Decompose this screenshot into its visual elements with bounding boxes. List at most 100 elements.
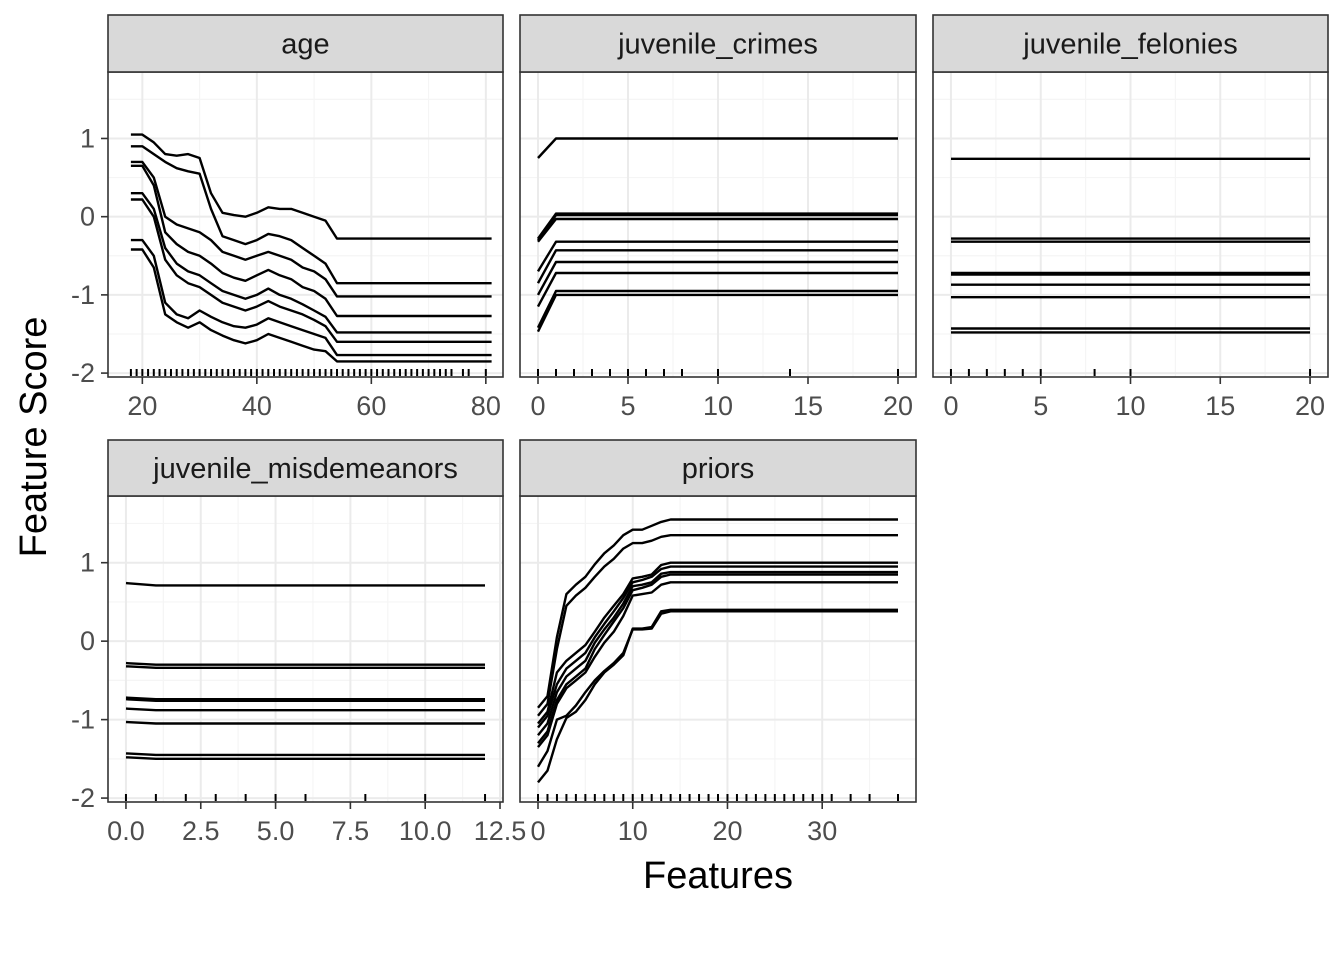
x-tick-label: 12.5 (474, 816, 527, 846)
series-line-8 (536, 271, 898, 308)
series-line-7 (130, 238, 492, 357)
y-axis: 1 0 -1 -2 (71, 123, 108, 388)
series-lines (536, 137, 898, 333)
series-line-5 (536, 240, 898, 273)
x-tick-label: 0.0 (107, 816, 145, 846)
x-tick-label: 10 (703, 391, 733, 421)
series-lines (130, 133, 492, 363)
x-tick-label: 30 (807, 816, 837, 846)
x-tick-label: 5 (620, 391, 635, 421)
panel-priors: priors 0 10 20 30 (519, 439, 917, 846)
series-line-9 (125, 756, 485, 760)
panel-juvenile-misdemeanors: juvenile_misdemeanors 0.0 2.5 5.0 7.5 10.0 12.… (71, 439, 526, 846)
y-axis-title: Feature Score (13, 317, 55, 558)
series-line-9 (537, 608, 898, 784)
rug-marks (949, 369, 1312, 376)
series-line-6 (125, 707, 485, 712)
x-tick-label: 10.0 (399, 816, 452, 846)
facet-strip-label: age (281, 29, 329, 61)
series-line-4 (125, 696, 485, 701)
rug-marks (129, 369, 487, 376)
x-tick-label: 10 (618, 816, 648, 846)
x-tick-label: 20 (1295, 391, 1325, 421)
minor-gridlines (520, 496, 916, 802)
series-line-5 (537, 570, 898, 737)
x-tick-label: 40 (242, 391, 272, 421)
x-tick-label: 2.5 (182, 816, 220, 846)
facet-strip (107, 439, 504, 497)
y-tick-label: 1 (80, 123, 95, 153)
x-tick-label: 5.0 (257, 816, 295, 846)
x-tick-label: 0 (530, 816, 545, 846)
facet-strip (107, 14, 504, 73)
y-tick-label: -1 (71, 280, 95, 310)
series-line-7 (536, 260, 898, 296)
rug-marks (537, 794, 899, 801)
series-line-5 (125, 698, 485, 702)
x-axis: 0 10 20 30 (530, 802, 837, 846)
series-line-1 (130, 133, 492, 240)
rug-marks (537, 369, 899, 376)
facet-strip-label: priors (682, 453, 755, 485)
series-line-2 (130, 145, 492, 285)
series-line-7 (125, 720, 485, 725)
x-tick-label: 20 (127, 391, 157, 421)
series-line-7 (537, 581, 898, 748)
y-tick-label: 0 (80, 202, 95, 232)
x-tick-label: 15 (1205, 391, 1235, 421)
x-axis: 20 40 60 80 (127, 377, 501, 421)
y-axis: 1 0 -1 -2 (71, 548, 108, 813)
x-tick-label: 20 (712, 816, 742, 846)
facet-strip (519, 439, 917, 497)
x-axis: 0 5 10 15 20 (943, 377, 1325, 421)
x-tick-label: 5 (1033, 391, 1048, 421)
x-tick-label: 7.5 (332, 816, 370, 846)
rug-marks (124, 794, 487, 801)
facet-strip-label: juvenile_crimes (617, 29, 818, 61)
series-line-4 (537, 217, 898, 243)
facet-strip-label: juvenile_misdemeanors (152, 453, 458, 485)
x-tick-label: 0 (943, 391, 958, 421)
x-tick-label: 15 (793, 391, 823, 421)
panel-juvenile-felonies: juvenile_felonies 0 5 10 15 20 (932, 14, 1329, 421)
panel-background (520, 496, 916, 802)
y-tick-label: -2 (71, 358, 95, 388)
facet-strip-label: juvenile_felonies (1022, 29, 1237, 61)
series-line-8 (130, 248, 492, 363)
series-line-3 (130, 160, 492, 298)
panel-background (108, 72, 503, 377)
series-line-3 (537, 561, 898, 725)
series-line-2 (537, 534, 898, 717)
x-tick-label: 10 (1115, 391, 1145, 421)
x-axis-title: Features (643, 855, 793, 897)
series-line-9 (536, 289, 898, 329)
y-tick-label: 1 (80, 548, 95, 578)
minor-gridlines (108, 72, 503, 377)
x-axis: 0.0 2.5 5.0 7.5 10.0 12.5 (107, 802, 526, 846)
series-line-1 (125, 581, 485, 587)
series-line-3 (125, 665, 485, 669)
y-tick-label: -2 (71, 783, 95, 813)
major-gridlines (108, 72, 503, 377)
facet-strip (932, 14, 1329, 73)
series-lines (951, 157, 1310, 334)
series-line-2 (125, 661, 485, 666)
y-tick-label: 0 (80, 626, 95, 656)
series-line-1 (537, 518, 898, 709)
series-line-8 (125, 752, 485, 757)
panel-age: age 20 40 60 80 1 0 -1 -2 (71, 14, 504, 421)
series-line-4 (537, 565, 898, 729)
series-line-5 (130, 191, 492, 334)
x-tick-label: 0 (530, 391, 545, 421)
y-tick-label: -1 (71, 705, 95, 735)
x-tick-label: 20 (883, 391, 913, 421)
facet-strip (519, 14, 917, 73)
series-line-3 (537, 213, 898, 241)
series-line-6 (537, 573, 898, 744)
series-lines (536, 518, 898, 784)
panel-background (108, 496, 503, 802)
series-line-6 (536, 249, 898, 284)
series-line-10 (536, 293, 898, 333)
